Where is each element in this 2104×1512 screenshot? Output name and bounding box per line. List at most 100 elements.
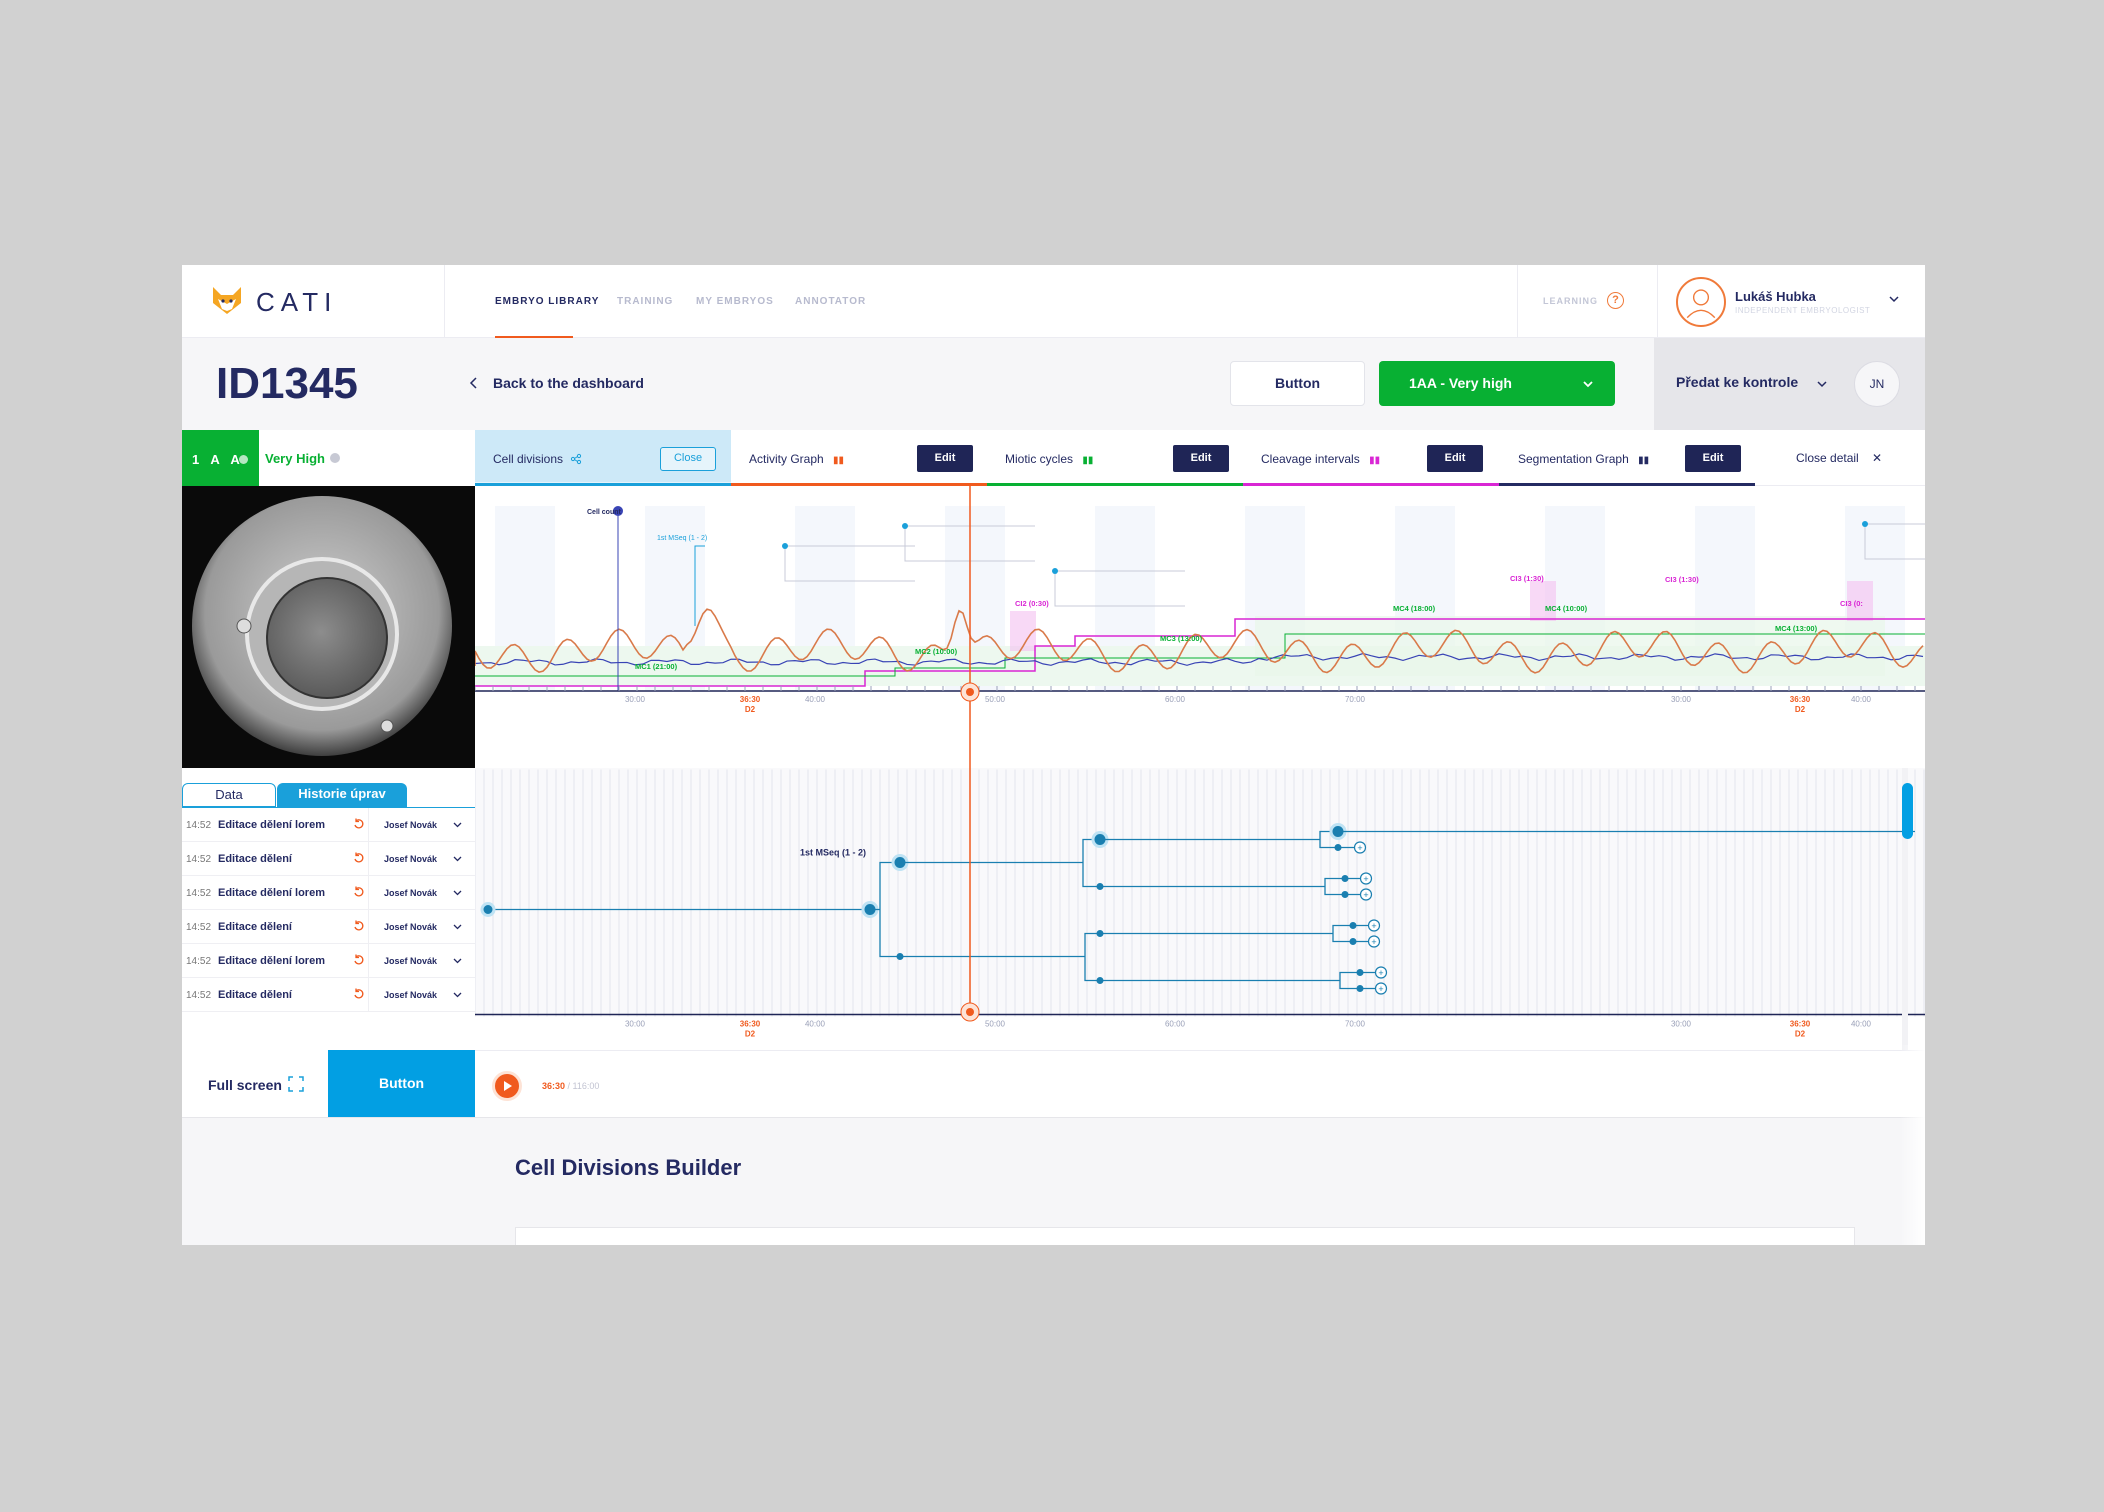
tree-branch — [1345, 877, 1360, 896]
chevron-down-icon[interactable] — [1815, 377, 1829, 391]
tree-branch — [870, 861, 900, 958]
fullscreen-icon[interactable] — [288, 1076, 304, 1092]
undo-icon[interactable] — [353, 920, 365, 932]
undo-icon[interactable] — [353, 954, 365, 966]
close-detail-label: Close detail — [1796, 451, 1859, 465]
edit-miotic-cycles-button[interactable]: Edit — [1173, 445, 1229, 472]
history-time: 14:52 — [186, 922, 212, 933]
learning-link[interactable]: LEARNING — [1543, 296, 1598, 306]
list-item[interactable]: 14:52 Editace dělení lorem Josef Novák — [182, 944, 475, 978]
nav-my-embryos[interactable]: MY EMBRYOS — [696, 296, 774, 307]
tree-branch — [1360, 971, 1375, 990]
full-screen-button[interactable]: Full screen — [182, 1050, 328, 1117]
axis-marker-day: D2 — [745, 1030, 756, 1039]
scrollbar-thumb[interactable] — [1902, 783, 1913, 839]
total-time: / 116:00 — [567, 1081, 600, 1091]
close-cell-divisions-button[interactable]: Close — [660, 447, 716, 471]
tree-branch — [1100, 877, 1345, 896]
edit-cleavage-intervals-button[interactable]: Edit — [1427, 445, 1483, 472]
nav-annotator[interactable]: ANNOTATOR — [795, 296, 867, 307]
tree-branch — [1864, 523, 1925, 560]
playhead[interactable] — [955, 486, 985, 1026]
top-header — [182, 265, 1925, 338]
tab-data[interactable]: Data — [182, 783, 276, 807]
edit-activity-graph-button[interactable]: Edit — [917, 445, 973, 472]
add-cell-icon — [1374, 982, 1388, 995]
add-cell-icon: + — [1378, 984, 1383, 994]
undo-icon[interactable] — [353, 852, 365, 864]
add-cell-icon: + — [1363, 890, 1368, 900]
tree-branch — [784, 545, 915, 582]
chevron-down-icon[interactable] — [452, 955, 463, 966]
nav-embryo-library[interactable]: EMBRYO LIBRARY — [495, 296, 600, 307]
history-user: Josef Novák — [384, 854, 438, 864]
list-item[interactable]: 14:52 Editace dělení Josef Novák — [182, 842, 475, 876]
tree-branch — [900, 932, 1100, 982]
undo-icon[interactable] — [353, 886, 365, 898]
play-icon[interactable] — [492, 1071, 522, 1101]
tree-branch — [1054, 570, 1185, 607]
tab-underline — [731, 483, 987, 486]
app-logo-text: CATI — [256, 287, 338, 317]
tab-label: Miotic cycles — [1005, 452, 1074, 466]
history-user: Josef Novák — [384, 888, 438, 898]
tab-miotic-cycles[interactable]: Miotic cycles ▮▮ — [1005, 430, 1093, 486]
info-icon[interactable] — [330, 453, 340, 463]
back-to-dashboard-link[interactable]: Back to the dashboard — [493, 375, 644, 391]
close-detail-button[interactable]: Close detail ✕ — [1796, 451, 1882, 465]
cell-count-node — [613, 506, 623, 516]
list-item[interactable]: 14:52 Editace dělení Josef Novák — [182, 978, 475, 1012]
undo-icon[interactable] — [353, 818, 365, 830]
axis-tick-label: 60:00 — [1165, 1020, 1186, 1029]
cleavage-step-line — [475, 618, 1925, 687]
history-list: 14:52 Editace dělení lorem Josef Novák 1… — [182, 807, 475, 1014]
axis-tick-label: 30:00 — [1671, 695, 1692, 704]
list-item[interactable]: 14:52 Editace dělení lorem Josef Novák — [182, 808, 475, 842]
tab-cleavage-intervals[interactable]: Cleavage intervals ▮▮ — [1261, 430, 1380, 486]
edit-segmentation-graph-button[interactable]: Edit — [1685, 445, 1741, 472]
activity-graph[interactable]: Cell count 1st MSeq (1 - 2) CI2 (0:30) CI3 … — [475, 486, 1925, 768]
axis-marker-label: 36:30 — [740, 695, 761, 704]
builder-table — [515, 1227, 1855, 1245]
axis-marker-day: D2 — [1795, 705, 1806, 714]
avatar[interactable]: JN — [1854, 361, 1900, 407]
axis-tick-label: 70:00 — [1345, 1020, 1366, 1029]
add-cell-icon — [1374, 966, 1388, 979]
list-item[interactable]: 14:52 Editace dělení lorem Josef Novák — [182, 876, 475, 910]
playhead-handle-dot — [966, 1008, 974, 1016]
scrollbar-track[interactable] — [1902, 768, 1908, 1117]
nav-training[interactable]: TRAINING — [617, 296, 674, 307]
tree-branch — [1353, 924, 1368, 943]
tree-node — [782, 543, 788, 549]
add-cell-icon: + — [1371, 921, 1376, 931]
chevron-down-icon[interactable] — [452, 989, 463, 1000]
share-icon — [571, 453, 582, 465]
chevron-down-icon[interactable] — [452, 819, 463, 830]
predat-ke-kontrole-button[interactable]: Předat ke kontrole — [1676, 374, 1799, 390]
tab-activity-graph[interactable]: Activity Graph ▮▮ — [749, 430, 844, 486]
tab-segmentation-graph[interactable]: Segmentation Graph ▮▮ — [1518, 430, 1649, 486]
add-cell-icon — [1359, 872, 1373, 885]
axis-marker-day: D2 — [1795, 1030, 1806, 1039]
tab-underline — [1499, 483, 1755, 486]
bar-chart-icon: ▮▮ — [1638, 455, 1650, 466]
user-name: Lukáš Hubka — [1735, 289, 1816, 304]
chevron-left-icon[interactable] — [469, 376, 479, 390]
chevron-down-icon[interactable] — [452, 921, 463, 932]
help-icon[interactable]: ? — [1607, 292, 1624, 309]
tab-historie-uprav[interactable]: Historie úprav — [277, 783, 407, 807]
generic-button[interactable]: Button — [1230, 361, 1365, 406]
user-avatar[interactable] — [1676, 277, 1726, 327]
tab-label: Cell divisions — [493, 452, 564, 466]
list-item[interactable]: 14:52 Editace dělení Josef Novák — [182, 910, 475, 944]
chevron-down-icon[interactable] — [452, 887, 463, 898]
chevron-down-icon[interactable] — [452, 853, 463, 864]
undo-icon[interactable] — [353, 988, 365, 1000]
cell-division-tree[interactable]: 1st MSeq (1 - 2) + + + + + + +30:00 40:00 50:00 60… — [475, 768, 1925, 1053]
add-cell-icon: + — [1371, 937, 1376, 947]
primary-button[interactable]: Button — [328, 1050, 475, 1117]
tab-underline — [1243, 483, 1499, 486]
grade-select[interactable]: 1AA - Very high — [1379, 361, 1615, 406]
graph-annotation: CI2 (0:30) — [1015, 599, 1049, 608]
chevron-down-icon[interactable] — [1887, 292, 1901, 306]
